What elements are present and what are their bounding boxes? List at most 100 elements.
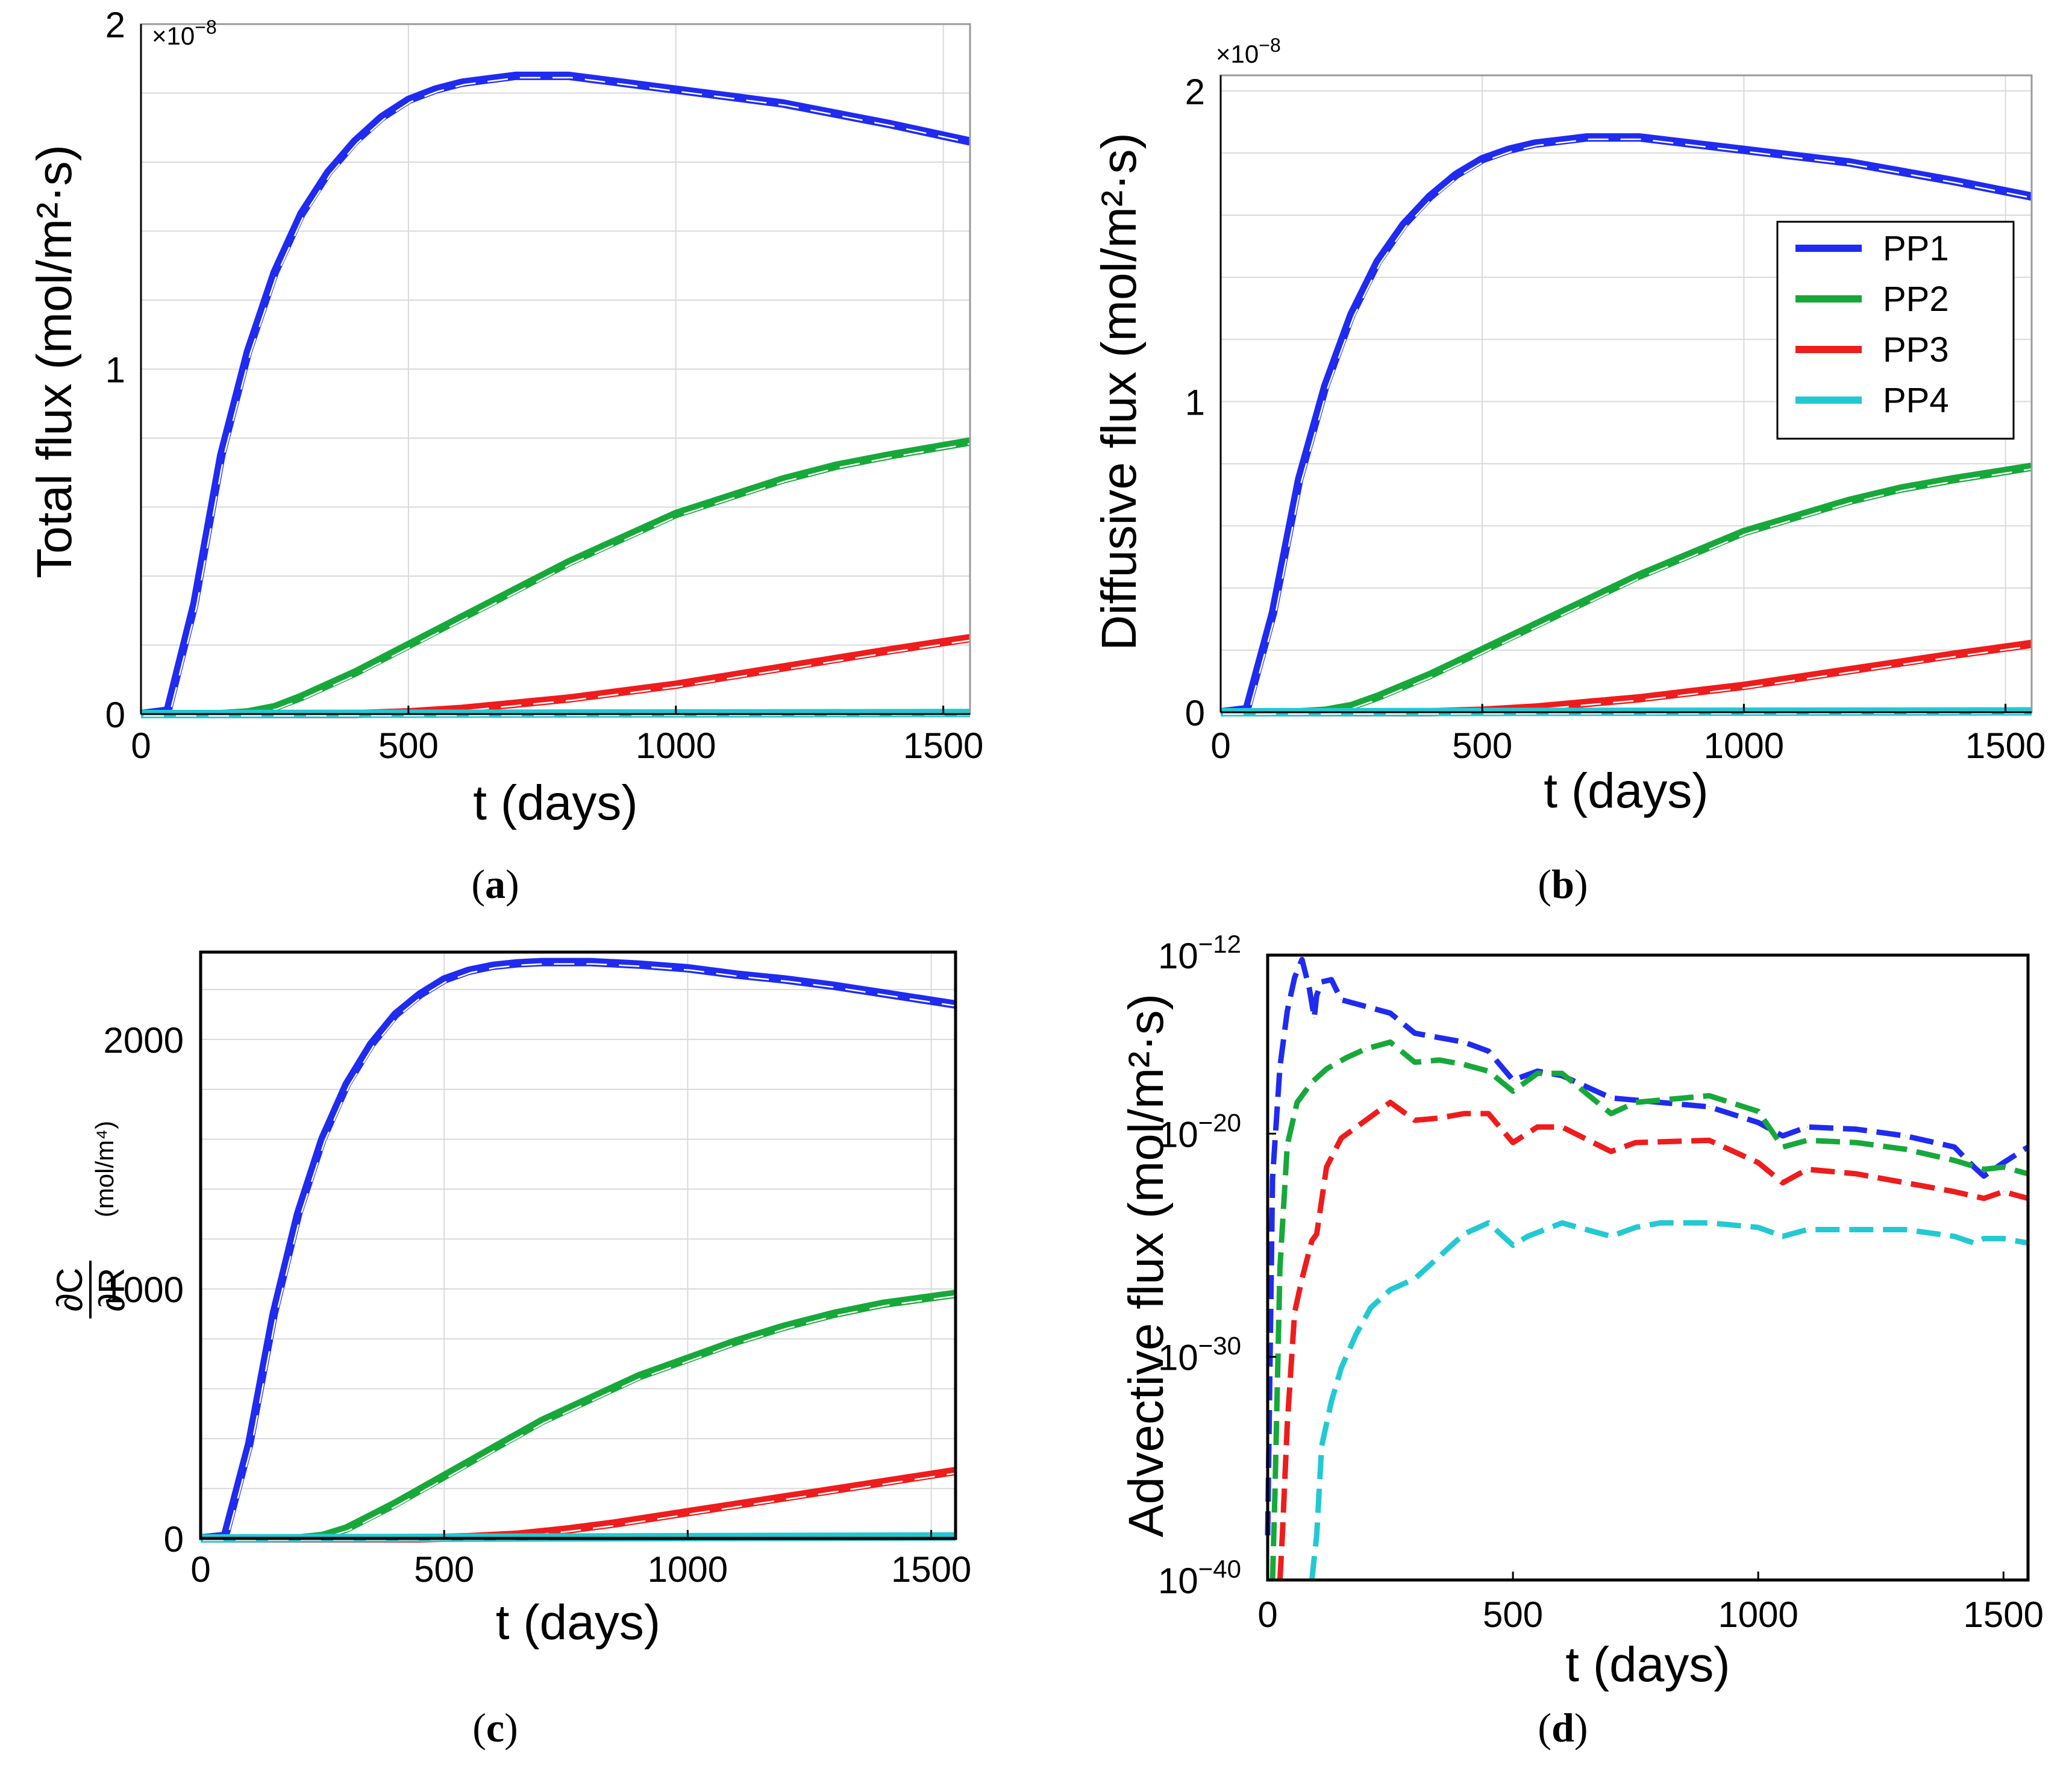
data-point-pp3 (1488, 1113, 1489, 1114)
data-point-pp2 (1635, 1102, 1636, 1103)
data-point-pp3 (857, 1485, 859, 1487)
data-point-pp1 (395, 1014, 396, 1015)
x-tick-label-0: 0 (190, 1549, 210, 1590)
panel-caption-b: (b) (1538, 861, 1588, 907)
series-line-pp2 (1269, 1039, 2029, 1581)
data-point-pp2 (687, 1358, 688, 1359)
series-pp2-d (1269, 1039, 2029, 1581)
x-tick-label-500: 500 (1483, 1594, 1543, 1635)
y-tick-label-2: 10−20 (1158, 1108, 1241, 1155)
data-point-pp2 (784, 1326, 786, 1327)
plot-frame-d (1266, 953, 2030, 1582)
series-line-pp3 (1277, 1099, 2029, 1581)
caption-close: ) (1574, 1705, 1588, 1751)
caption-letter: c (486, 1705, 504, 1751)
data-point-pp3 (889, 650, 890, 651)
data-point-pp3 (1463, 1113, 1465, 1114)
data-point-pp1 (1301, 959, 1303, 960)
series-pp1-d (1265, 956, 2030, 1536)
y-axis-label-a: Total flux (mol/m²·s) (27, 145, 82, 578)
data-point-pp3 (1782, 1182, 1783, 1183)
x-tick-label-1000: 1000 (648, 1549, 728, 1590)
data-point-pp1 (1560, 140, 1562, 141)
y-tick-label-2: 2 (1185, 72, 1205, 112)
caption-letter: b (1551, 861, 1574, 907)
data-point-pp2 (492, 1448, 493, 1449)
data-point-pp3 (1365, 1120, 1366, 1121)
y-axis-label-b: Diffusive flux (mol/m²·s) (1092, 133, 1147, 651)
data-point-pp3 (1301, 1278, 1303, 1279)
multiplier-base: ×10 (1216, 40, 1259, 68)
y-tick-exponent: −20 (1198, 1108, 1241, 1136)
data-point-pp1 (194, 603, 195, 604)
chart-panel-a: 0 500 1000 1500 0 1 2 t (days) Total flux (mol/m… (27, 5, 983, 907)
series-line-pp1 (200, 958, 957, 1543)
x-tick-label-0: 0 (1257, 1594, 1277, 1635)
series-dash-pp2 (1223, 468, 2035, 715)
data-point-pp1 (1508, 149, 1509, 151)
data-point-pp1 (833, 985, 834, 986)
x-tick-label-1500: 1500 (903, 726, 983, 766)
y-label-unit: (mol/m⁴) (90, 1121, 119, 1217)
caption-close: ) (505, 861, 519, 907)
data-point-pp1 (736, 974, 737, 975)
data-point-pp1 (1331, 979, 1332, 980)
series-dash-pp1 (202, 963, 959, 1541)
data-point-pp2 (1983, 1168, 1985, 1170)
y-axis-label-d: Advective flux (mol/m²·s) (1119, 994, 1174, 1537)
x-tick-label-500: 500 (378, 726, 439, 766)
data-point-pp1 (1365, 1006, 1366, 1007)
y-tick-exponent: −30 (1198, 1332, 1241, 1360)
caption-open: ( (471, 861, 485, 907)
data-point-pp2 (346, 1528, 348, 1529)
data-point-pp1 (434, 89, 436, 90)
data-point-pp1 (1534, 143, 1535, 144)
data-point-pp2 (675, 513, 677, 515)
caption-open: ( (1538, 1705, 1551, 1751)
legend-label-pp4: PP4 (1883, 381, 1949, 420)
legend-label-pp3: PP3 (1883, 330, 1949, 369)
data-point-pp1 (1900, 171, 1901, 172)
data-point-pp2 (836, 465, 837, 466)
multiplier-base: ×10 (152, 22, 195, 50)
data-point-pp1 (1905, 1135, 1906, 1136)
x-tick-label-1000: 1000 (1718, 1594, 1798, 1635)
data-point-pp1 (1313, 1017, 1315, 1018)
caption-letter: a (485, 861, 505, 907)
data-point-pp1 (1586, 137, 1588, 138)
data-point-pp3 (1757, 1162, 1759, 1163)
data-point-pp1 (1782, 1135, 1783, 1136)
data-point-pp3 (1983, 1198, 1985, 1199)
panel-caption-d: (d) (1538, 1705, 1588, 1751)
data-point-pp2 (889, 455, 890, 456)
x-tick-label-0: 0 (131, 726, 151, 766)
y-tick-base: 10 (1158, 1561, 1198, 1601)
data-point-pp1 (728, 96, 730, 97)
data-point-pp2 (1586, 600, 1588, 601)
data-point-pp2 (1757, 1111, 1759, 1112)
caption-open: ( (1538, 861, 1551, 907)
data-point-pp1 (1309, 988, 1310, 989)
data-point-pp3 (1287, 1423, 1288, 1425)
data-point-pp3 (2003, 1191, 2004, 1193)
x-tick-label-1000: 1000 (636, 726, 716, 766)
series-pp1-c (200, 958, 959, 1543)
data-point-pp2 (1691, 553, 1692, 554)
y-tick-base: 10 (1158, 1338, 1198, 1378)
chart-panel-c: 0 500 1000 1500 0 1000 2000 t (days) ∂C ∂R (mol/m⁴… (49, 950, 971, 1751)
data-point-pp1 (1298, 478, 1300, 480)
series-pp3-a (140, 634, 973, 718)
series-line-pp3 (201, 1467, 957, 1543)
axis-multiplier-a: ×10−8 (152, 16, 217, 50)
legend: PP1 PP2 PP3 PP4 (1776, 221, 2015, 440)
data-point-pp4 (1905, 1229, 1906, 1230)
data-point-pp4 (2003, 1238, 2004, 1239)
data-point-pp4 (1782, 1236, 1783, 1237)
caption-close: ) (504, 1705, 518, 1751)
data-point-pp1 (1272, 612, 1274, 613)
grid-a (141, 24, 970, 714)
series-pp4-d (1309, 1220, 2029, 1581)
x-tick-label-500: 500 (1452, 726, 1512, 766)
